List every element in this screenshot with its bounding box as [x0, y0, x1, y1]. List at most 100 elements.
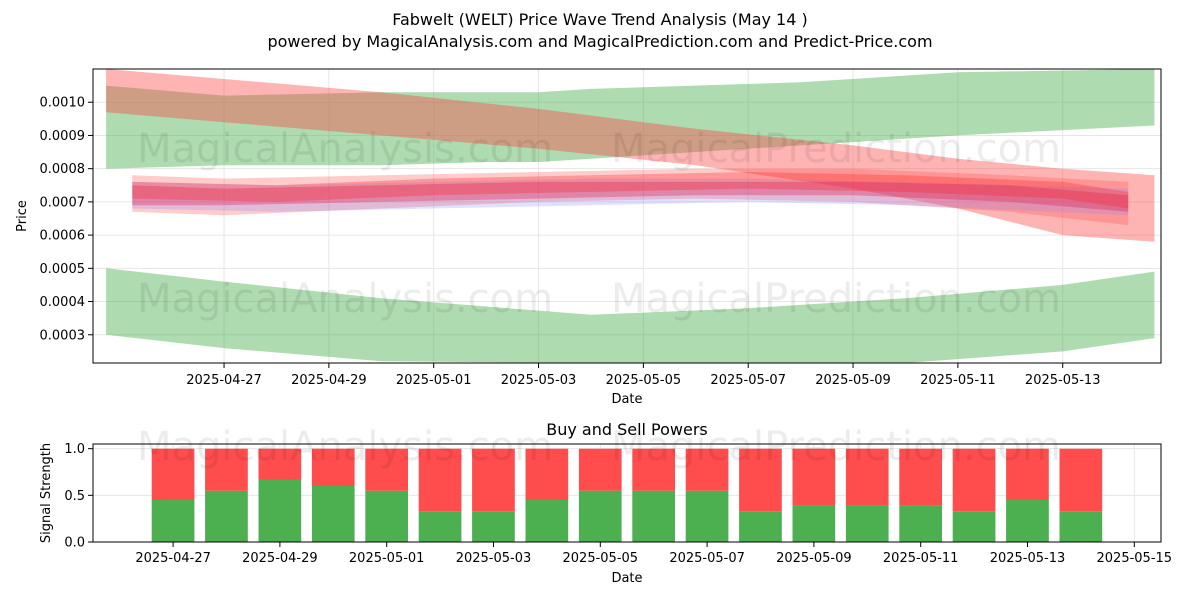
buy-power-bar — [311, 486, 355, 542]
buy-power-bar — [365, 490, 408, 542]
top-x-tick-label: 2025-05-11 — [920, 373, 996, 388]
top-x-tick-label: 2025-05-07 — [710, 373, 786, 388]
bottom-x-tick-label: 2025-05-05 — [563, 551, 639, 566]
top-x-tick-label: 2025-04-27 — [186, 373, 262, 388]
buy-power-bar — [845, 505, 889, 542]
top-y-tick-label: 0.0009 — [40, 129, 86, 144]
watermark-analysis-bottom: MagicalAnalysis.com — [137, 424, 553, 470]
top-y-tick-label: 0.0010 — [40, 96, 86, 111]
bottom-x-ticks: 2025-04-27 2025-04-29 2025-05-01 2025-05-03… — [135, 542, 1172, 566]
sell-power-bar — [739, 448, 782, 512]
sell-power-bar — [258, 448, 302, 480]
buy-power-bar — [472, 511, 515, 542]
top-x-tick-label: 2025-05-03 — [501, 373, 577, 388]
buy-power-bar — [952, 511, 996, 542]
buy-power-bar — [525, 500, 569, 542]
buy-power-bar — [578, 490, 622, 542]
price-band-6 — [132, 181, 1129, 212]
buy-power-bar — [899, 505, 942, 542]
price-wave-plot: MagicalAnalysis.com MagicalPrediction.co… — [15, 68, 1162, 407]
price-band-4 — [132, 168, 1129, 226]
top-y-axis-label: Price — [15, 200, 30, 232]
bottom-x-tick-label: 2025-05-15 — [1097, 551, 1173, 566]
top-plot-border — [92, 68, 1162, 364]
top-grid — [93, 69, 1161, 363]
price-band-7 — [132, 172, 1129, 209]
bottom-y-tick-label: 0.0 — [64, 536, 85, 551]
buy-power-bar — [792, 505, 836, 542]
bottom-plot-border — [92, 443, 1162, 543]
sell-power-bar — [1059, 448, 1103, 512]
bottom-x-tick-label: 2025-05-09 — [776, 551, 852, 566]
buy-power-bar — [151, 500, 195, 542]
top-watermarks: MagicalAnalysis.com MagicalPrediction.co… — [137, 126, 1061, 322]
buy-power-bar — [258, 479, 302, 542]
bottom-x-tick-label: 2025-05-01 — [349, 551, 425, 566]
buy-sell-plot: Buy and Sell Powers MagicalAnalysis.com … — [39, 420, 1172, 586]
bottom-chart-title: Buy and Sell Powers — [546, 420, 708, 439]
chart-title: Fabwelt (WELT) Price Wave Trend Analysis… — [392, 10, 808, 29]
top-y-tick-label: 0.0007 — [40, 195, 86, 210]
bottom-watermarks: MagicalAnalysis.com MagicalPrediction.co… — [137, 424, 1061, 470]
top-x-ticks: 2025-04-27 2025-04-29 2025-05-01 2025-05-03… — [186, 363, 1100, 388]
price-band-1 — [106, 69, 1155, 169]
watermark-prediction-bottom: MagicalPrediction.com — [611, 424, 1061, 470]
buy-power-bar — [418, 511, 462, 542]
sell-power-bar — [311, 448, 355, 486]
chart-subtitle: powered by MagicalAnalysis.com and Magic… — [267, 32, 932, 51]
bottom-y-tick-label: 1.0 — [64, 442, 85, 457]
watermark-prediction-top-1: MagicalPrediction.com — [611, 126, 1061, 172]
top-y-tick-label: 0.0006 — [40, 229, 86, 244]
top-x-tick-label: 2025-05-09 — [815, 373, 891, 388]
buy-power-bar — [632, 490, 675, 542]
sell-power-bar — [1006, 448, 1049, 500]
signal-bars — [151, 448, 1103, 542]
bottom-x-tick-label: 2025-05-07 — [669, 551, 745, 566]
top-y-tick-label: 0.0003 — [40, 328, 86, 343]
watermark-analysis-top-1: MagicalAnalysis.com — [137, 126, 553, 172]
bottom-x-tick-label: 2025-05-03 — [456, 551, 532, 566]
bottom-y-ticks: 0.0 0.5 1.0 — [64, 442, 93, 551]
top-x-tick-label: 2025-04-29 — [291, 373, 367, 388]
watermark-prediction-top-2: MagicalPrediction.com — [611, 276, 1061, 322]
sell-power-bar — [845, 448, 889, 506]
sell-power-bar — [899, 448, 942, 506]
sell-power-bar — [472, 448, 515, 512]
sell-power-bar — [952, 448, 996, 512]
top-plot-frame — [93, 69, 1161, 363]
buy-power-bar — [685, 490, 729, 542]
top-x-tick-label: 2025-05-01 — [396, 373, 472, 388]
price-bands — [106, 69, 1155, 363]
bottom-x-tick-label: 2025-04-29 — [242, 551, 318, 566]
price-band-2 — [106, 69, 1155, 242]
bottom-x-tick-label: 2025-05-11 — [883, 551, 959, 566]
bottom-x-tick-label: 2025-05-13 — [990, 551, 1066, 566]
sell-power-bar — [685, 448, 729, 491]
top-x-axis-label: Date — [611, 392, 642, 407]
sell-power-bar — [418, 448, 462, 512]
sell-power-bar — [578, 448, 622, 491]
buy-power-bar — [1006, 500, 1049, 542]
sell-power-bar — [151, 448, 195, 500]
sell-power-bar — [525, 448, 569, 500]
top-y-ticks: 0.0003 0.0004 0.0005 0.0006 0.0007 0.0008 0.00… — [40, 96, 93, 343]
top-x-tick-label: 2025-05-13 — [1025, 373, 1101, 388]
price-band-3 — [106, 268, 1155, 363]
buy-power-bar — [205, 490, 248, 542]
sell-power-bar — [632, 448, 675, 491]
bottom-x-tick-label: 2025-04-27 — [135, 551, 211, 566]
top-y-tick-label: 0.0005 — [40, 262, 86, 277]
top-x-tick-label: 2025-05-05 — [606, 373, 682, 388]
sell-power-bar — [205, 448, 248, 491]
sell-power-bar — [365, 448, 408, 491]
price-band-5 — [132, 178, 1129, 216]
sell-power-bar — [792, 448, 836, 506]
top-y-tick-label: 0.0008 — [40, 162, 86, 177]
bottom-y-axis-label: Signal Strength — [39, 443, 54, 543]
buy-power-bar — [739, 511, 782, 542]
buy-power-bar — [1059, 511, 1103, 542]
watermark-analysis-top-2: MagicalAnalysis.com — [137, 276, 553, 322]
top-y-tick-label: 0.0004 — [40, 295, 86, 310]
bottom-x-axis-label: Date — [611, 571, 642, 586]
